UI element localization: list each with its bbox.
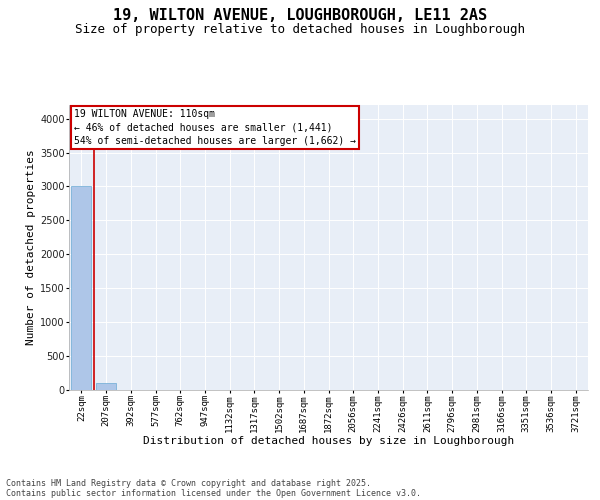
X-axis label: Distribution of detached houses by size in Loughborough: Distribution of detached houses by size …	[143, 436, 514, 446]
Text: Contains public sector information licensed under the Open Government Licence v3: Contains public sector information licen…	[6, 488, 421, 498]
Bar	[96, 382, 116, 390]
Y-axis label: Number of detached properties: Number of detached properties	[26, 150, 36, 346]
Bar	[71, 186, 91, 390]
Text: Contains HM Land Registry data © Crown copyright and database right 2025.: Contains HM Land Registry data © Crown c…	[6, 478, 371, 488]
Text: 19, WILTON AVENUE, LOUGHBOROUGH, LE11 2AS: 19, WILTON AVENUE, LOUGHBOROUGH, LE11 2A…	[113, 8, 487, 22]
Text: Size of property relative to detached houses in Loughborough: Size of property relative to detached ho…	[75, 22, 525, 36]
Text: 19 WILTON AVENUE: 110sqm
← 46% of detached houses are smaller (1,441)
54% of sem: 19 WILTON AVENUE: 110sqm ← 46% of detach…	[74, 110, 356, 146]
